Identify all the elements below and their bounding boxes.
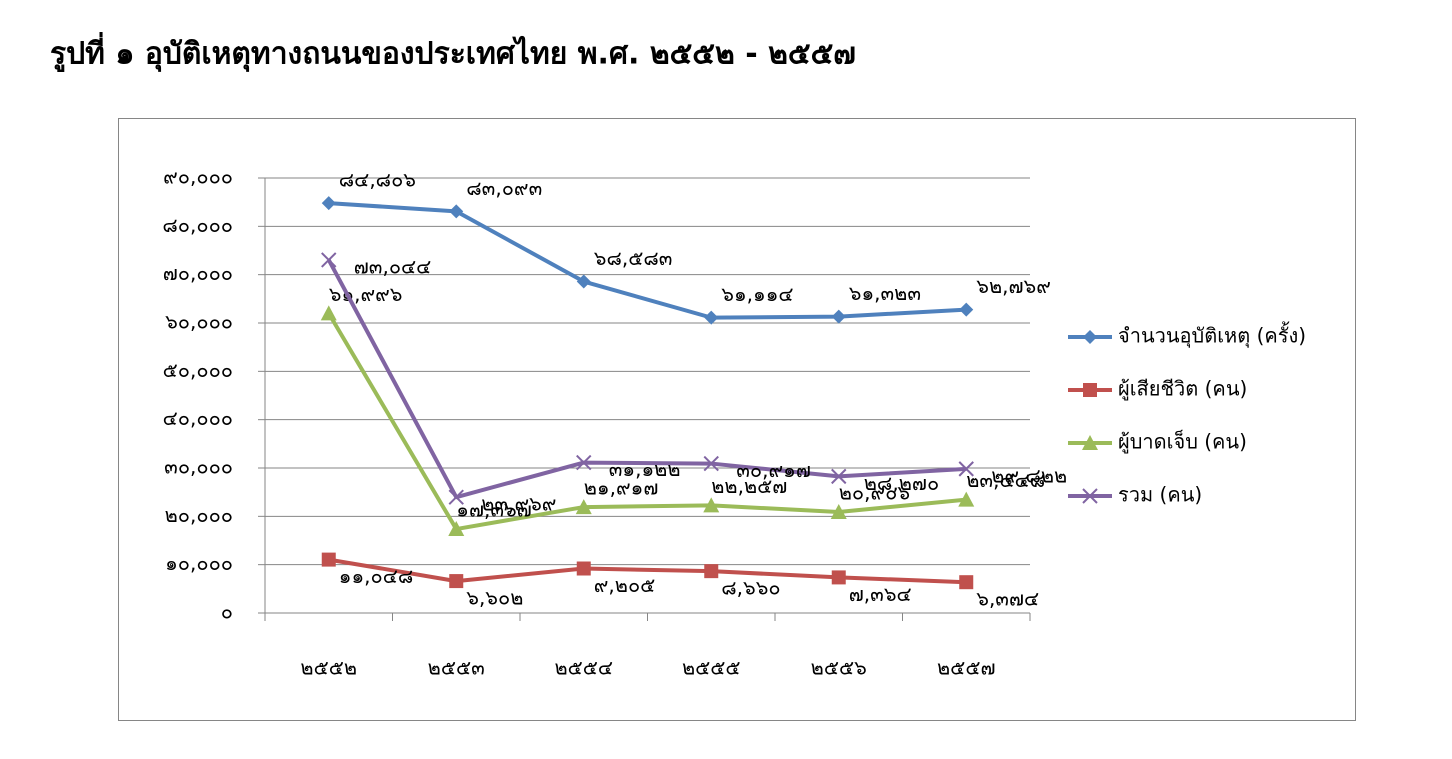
data-point [449,574,464,589]
y-tick-label: ๐ [221,600,233,624]
y-tick-label: ๖๐,๐๐๐ [165,310,233,334]
data-point [576,561,591,576]
data-label: ๗,๓๖๔ [849,582,912,606]
data-label: ๒๓,๙๖๙ [481,492,556,516]
y-tick-label: ๗๐,๐๐๐ [163,261,233,285]
data-point [448,489,464,505]
x-tick-label: ๒๕๕๔ [554,656,613,680]
data-label: ๖๒,๗๖๙ [976,274,1051,298]
legend-marker [1082,488,1098,504]
data-point [959,302,974,317]
data-point [959,575,974,590]
data-label: ๘,๖๖๐ [721,576,780,600]
data-label: ๑๗,๓๖๗ [456,498,532,522]
data-label: ๖๑,๑๑๔ [721,282,793,306]
data-point [704,310,719,325]
series-line [327,312,967,532]
data-point [321,196,336,211]
data-point [831,309,846,324]
data-point [320,305,337,321]
data-label: ๖๑,๓๒๓ [849,281,921,305]
data-label: ๘๓,๐๙๓ [466,176,542,200]
y-tick-label: ๙๐,๐๐๐ [163,165,233,189]
data-point [321,552,336,567]
y-tick-label: ๓๐,๐๐๐ [164,455,233,479]
data-point [831,570,846,585]
data-label: ๗๓,๐๔๔ [354,254,432,278]
x-tick-label: ๒๕๕๖ [811,656,867,680]
data-point [321,252,337,268]
legend-marker [1083,383,1097,397]
x-tick-label: ๒๕๕๒ [300,656,357,680]
data-label: ๒๒,๒๕๗ [711,474,787,498]
y-tick-label: ๑๐,๐๐๐ [165,551,233,575]
data-point [958,461,974,477]
data-label: ๓๑,๑๒๒ [609,457,681,481]
data-label: ๒๘,๒๗๐ [864,471,939,495]
legend-label: รวม (คน) [1118,483,1202,507]
data-point [958,491,975,507]
data-label: ๙,๒๐๕ [594,573,656,597]
chart-frame [118,118,1356,721]
x-tick-label: ๒๕๕๗ [937,656,996,680]
data-point [703,455,719,472]
data-label: ๒๑,๙๑๗ [584,476,659,500]
data-point [576,274,591,289]
data-label: ๑๑,๐๔๘ [339,564,414,588]
y-tick-label: ๘๐,๐๐๐ [162,213,233,237]
data-label: ๓๐,๙๑๗ [736,458,811,482]
data-point [576,454,592,471]
x-tick-label: ๒๕๕๓ [428,656,485,680]
data-point [448,521,465,537]
data-label: ๖,๖๐๒ [466,586,523,610]
data-label: ๒๐,๙๐๖ [839,480,910,504]
data-label: ๒๓,๔๔๘ [966,468,1045,492]
data-point [704,564,719,579]
data-label: ๘๔,๘๐๖ [339,168,416,192]
x-tick-label: ๒๕๕๕ [682,656,741,680]
legend-marker [1082,435,1098,450]
series-line [328,201,967,320]
legend-label: ผู้บาดเจ็บ (คน) [1118,429,1247,455]
data-label: ๖,๓๗๔ [976,587,1039,611]
legend-label: ผู้เสียชีวิต (คน) [1118,377,1247,402]
data-point [830,503,847,519]
y-tick-label: ๕๐,๐๐๐ [163,358,233,382]
data-point [575,499,592,515]
chart-title: รูปที่ ๑ อุบัติเหตุทางถนนของประเทศไทย พ.… [50,32,856,73]
y-tick-label: ๒๐,๐๐๐ [165,503,233,527]
data-point [449,204,464,219]
series-line [328,557,967,585]
data-label: ๒๙,๘๒๒ [991,463,1067,487]
data-point [831,468,847,485]
legend-marker [1083,330,1097,344]
data-label: ๖๑,๙๙๖ [329,282,403,306]
y-tick-label: ๔๐,๐๐๐ [163,406,233,430]
data-point [703,497,720,513]
data-label: ๖๘,๕๘๓ [594,246,673,270]
legend-label: จำนวนอุบัติเหตุ (ครั้ง) [1118,322,1306,349]
series-line [326,259,967,500]
